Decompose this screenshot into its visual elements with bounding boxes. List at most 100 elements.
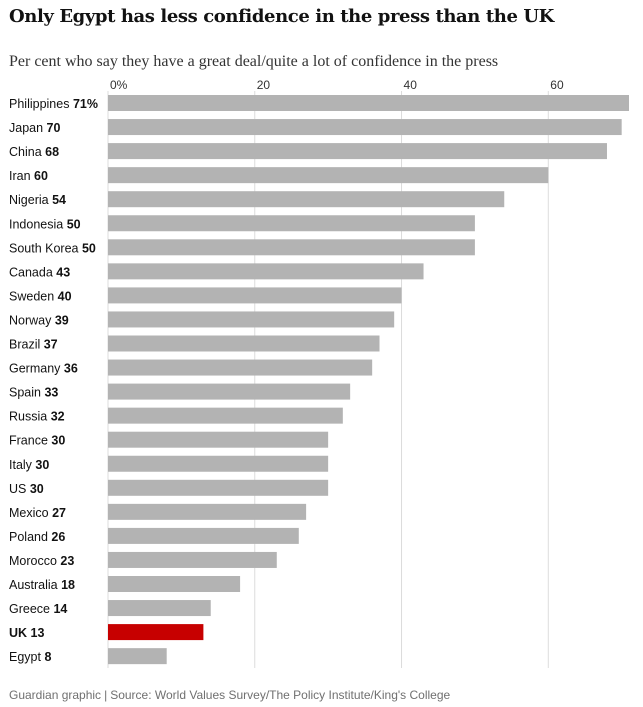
bar — [108, 335, 380, 352]
category-label: China 68 — [9, 145, 59, 159]
category-name: Greece — [9, 602, 53, 616]
bar — [108, 95, 629, 111]
category-label: Mexico 27 — [9, 506, 66, 520]
footer-separator: | — [104, 688, 108, 702]
value-label: 37 — [44, 338, 58, 352]
category-name: Sweden — [9, 289, 58, 303]
category-name: China — [9, 145, 45, 159]
value-label: 14 — [53, 602, 67, 616]
x-tick-label: 60 — [550, 78, 564, 92]
category-name: Mexico — [9, 506, 52, 520]
value-label: 39 — [55, 313, 69, 327]
category-label: Canada 43 — [9, 265, 70, 279]
value-label: 23 — [60, 554, 74, 568]
bar — [108, 624, 204, 641]
category-name: UK — [9, 626, 31, 640]
category-name: Russia — [9, 410, 51, 424]
value-label: 18 — [61, 578, 75, 592]
category-name: Spain — [9, 386, 44, 400]
category-name: Egypt — [9, 650, 44, 664]
value-label: 50 — [82, 241, 96, 255]
category-label: Italy 30 — [9, 458, 49, 472]
category-label: Poland 26 — [9, 530, 65, 544]
category-label: South Korea 50 — [9, 241, 96, 255]
bar — [108, 143, 607, 160]
bar — [108, 383, 351, 400]
bar — [108, 215, 475, 232]
category-name: Japan — [9, 121, 47, 135]
category-label: Japan 70 — [9, 121, 60, 135]
category-name: Germany — [9, 362, 64, 376]
category-name: US — [9, 482, 30, 496]
bar — [108, 191, 505, 208]
value-label: 33 — [44, 386, 58, 400]
footer-source: Source: World Values Survey/The Policy I… — [110, 688, 451, 702]
bar — [108, 551, 277, 568]
category-label: Greece 14 — [9, 602, 67, 616]
category-name: Iran — [9, 169, 34, 183]
bar — [108, 407, 343, 424]
category-name: France — [9, 434, 51, 448]
bar — [108, 600, 211, 617]
category-label: UK 13 — [9, 626, 44, 640]
category-name: South Korea — [9, 241, 82, 255]
category-label: Germany 36 — [9, 362, 78, 376]
chart-title: Only Egypt has less confidence in the pr… — [9, 6, 554, 27]
category-label: Spain 33 — [9, 386, 58, 400]
category-label: Morocco 23 — [9, 554, 74, 568]
category-label: Brazil 37 — [9, 338, 58, 352]
bar — [108, 263, 424, 280]
bar — [108, 431, 329, 448]
value-label: 71% — [73, 97, 98, 111]
value-label: 43 — [56, 265, 70, 279]
category-name: Philippines — [9, 97, 73, 111]
category-label: US 30 — [9, 482, 44, 496]
bar — [108, 287, 402, 304]
category-name: Canada — [9, 265, 56, 279]
category-label: Nigeria 54 — [9, 193, 66, 207]
category-name: Poland — [9, 530, 51, 544]
category-label: Sweden 40 — [9, 289, 72, 303]
bar — [108, 455, 329, 472]
chart-footer: Guardian graphic | Source: World Values Su… — [9, 688, 450, 702]
category-name: Morocco — [9, 554, 60, 568]
value-label: 30 — [51, 434, 65, 448]
category-name: Indonesia — [9, 217, 67, 231]
value-label: 68 — [45, 145, 59, 159]
value-label: 30 — [30, 482, 44, 496]
category-label: Philippines 71% — [9, 97, 98, 111]
value-label: 13 — [31, 626, 45, 640]
bar — [108, 503, 307, 520]
x-tick-label: 40 — [404, 78, 418, 92]
value-label: 26 — [51, 530, 65, 544]
footer-credit: Guardian graphic — [9, 688, 102, 702]
category-name: Australia — [9, 578, 61, 592]
category-name: Brazil — [9, 338, 44, 352]
bar — [108, 119, 622, 136]
value-label: 40 — [58, 289, 72, 303]
bar — [108, 527, 299, 544]
value-label: 60 — [34, 169, 48, 183]
bar — [108, 359, 373, 376]
category-label: Australia 18 — [9, 578, 75, 592]
bar — [108, 311, 395, 328]
category-label: Iran 60 — [9, 169, 48, 183]
value-label: 36 — [64, 362, 78, 376]
value-label: 54 — [52, 193, 66, 207]
value-label: 8 — [44, 650, 51, 664]
x-tick-label: 20 — [257, 78, 271, 92]
bar — [108, 239, 475, 256]
chart-subtitle: Per cent who say they have a great deal/… — [9, 53, 499, 70]
value-label: 50 — [67, 217, 81, 231]
category-label: Russia 32 — [9, 410, 65, 424]
category-name: Norway — [9, 313, 55, 327]
value-label: 30 — [35, 458, 49, 472]
bar — [108, 576, 241, 592]
x-tick-label: 0% — [110, 78, 128, 92]
category-name: Nigeria — [9, 193, 52, 207]
value-label: 32 — [51, 410, 65, 424]
category-label: Norway 39 — [9, 313, 69, 327]
value-label: 27 — [52, 506, 66, 520]
category-label: France 30 — [9, 434, 65, 448]
